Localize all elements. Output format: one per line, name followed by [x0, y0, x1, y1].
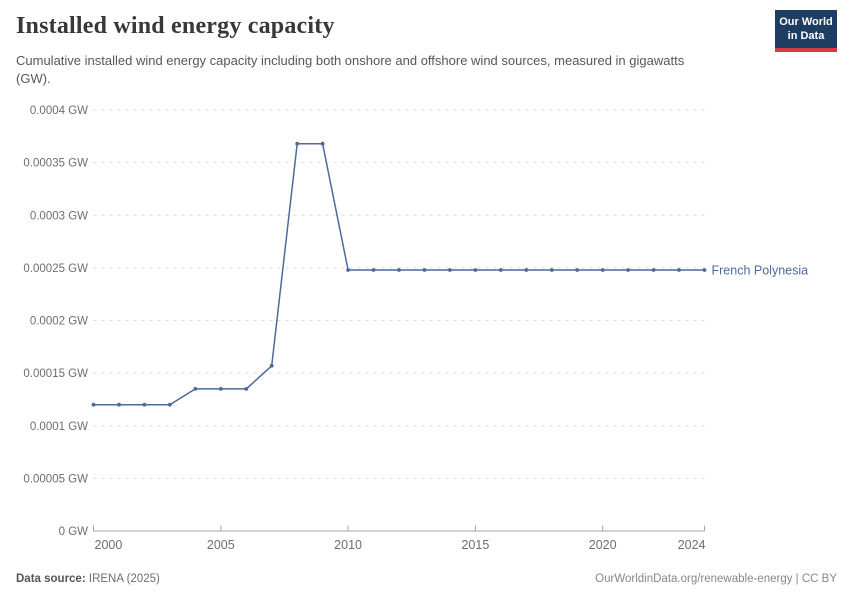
data-point[interactable]: [142, 402, 147, 407]
data-point[interactable]: [677, 268, 681, 272]
data-point[interactable]: [600, 268, 605, 272]
data-point[interactable]: [702, 268, 707, 272]
x-tick-label: 2024: [678, 538, 706, 552]
y-tick-label: 0.0003 GW: [30, 210, 88, 222]
y-tick-label: 0.0001 GW: [30, 421, 88, 433]
data-source-value: IRENA (2025): [88, 573, 160, 585]
data-point[interactable]: [448, 268, 452, 272]
y-tick-label: 0.00035 GW: [23, 158, 88, 170]
data-point[interactable]: [168, 402, 172, 407]
data-point[interactable]: [575, 268, 580, 272]
logo-line-1: Our World: [779, 16, 833, 28]
x-axis: 2000 2005 2010 2015 2020 2024: [93, 525, 706, 552]
x-tick-label: 2005: [207, 538, 235, 552]
data-point[interactable]: [320, 141, 325, 146]
logo-line-2: in Data: [787, 29, 825, 42]
data-series[interactable]: [91, 141, 707, 407]
data-point[interactable]: [397, 268, 401, 272]
y-tick-label: 0 GW: [59, 526, 89, 538]
data-source-label: Data source:: [16, 573, 86, 585]
data-point[interactable]: [91, 402, 96, 407]
owid-logo[interactable]: Our World in Data: [775, 10, 837, 52]
data-point[interactable]: [269, 363, 274, 368]
data-point[interactable]: [346, 268, 350, 272]
x-tick-label: 2020: [589, 538, 617, 552]
data-point[interactable]: [473, 268, 478, 272]
y-axis: 0 GW 0.00005 GW 0.0001 GW 0.00015 GW 0.0002 …: [23, 105, 705, 538]
data-point[interactable]: [117, 402, 121, 407]
series-entity-label: French Polynesia: [712, 263, 809, 277]
y-tick-label: 0.0002 GW: [30, 316, 88, 328]
y-tick-label: 0.00015 GW: [23, 368, 88, 380]
x-tick-label: 2015: [461, 538, 489, 552]
y-tick-label: 0.00005 GW: [23, 473, 88, 485]
data-point[interactable]: [371, 268, 376, 272]
x-tick-label: 2000: [95, 538, 123, 552]
chart-subtitle: Cumulative installed wind energy capacit…: [16, 53, 685, 87]
data-point[interactable]: [295, 141, 300, 146]
data-point[interactable]: [193, 387, 198, 391]
data-point[interactable]: [626, 268, 630, 272]
data-point[interactable]: [498, 268, 503, 272]
data-point[interactable]: [549, 268, 554, 272]
data-point[interactable]: [651, 268, 656, 272]
chart-footer: Data source: IRENA (2025) OurWorldinData…: [16, 573, 837, 585]
x-tick-label: 2010: [334, 538, 362, 552]
data-source[interactable]: Data source: IRENA (2025): [16, 573, 160, 585]
data-point[interactable]: [422, 268, 427, 272]
data-point[interactable]: [218, 387, 223, 391]
chart-title: Installed wind energy capacity: [16, 13, 335, 39]
data-point[interactable]: [524, 268, 529, 272]
series-line[interactable]: [92, 142, 706, 406]
y-tick-label: 0.0004 GW: [30, 105, 88, 117]
data-point[interactable]: [244, 387, 249, 391]
y-tick-label: 0.00025 GW: [23, 263, 88, 275]
license-link[interactable]: OurWorldinData.org/renewable-energy | CC…: [595, 573, 837, 585]
